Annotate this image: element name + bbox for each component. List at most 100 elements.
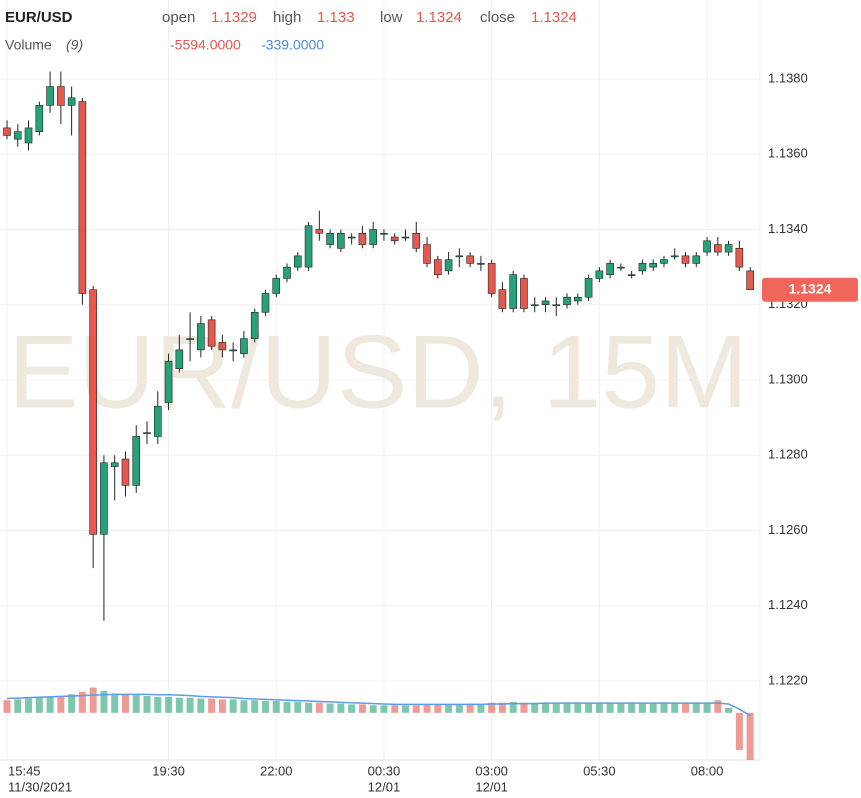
chart-title: EUR/USD: [5, 9, 73, 26]
volume-bar: [488, 702, 496, 713]
candle-body: [466, 255, 474, 264]
y-tick-label: 1.1340: [768, 221, 808, 236]
candle-body: [153, 406, 162, 437]
x-tick-label: 15:45: [8, 763, 41, 778]
price-tag: [762, 277, 858, 302]
candle-body: [423, 244, 431, 264]
volume-bar: [531, 702, 539, 713]
candle-body: [35, 105, 44, 132]
candle-body: [143, 432, 151, 434]
candle-body: [78, 101, 87, 294]
candle-body: [412, 232, 421, 249]
candle-body: [89, 289, 97, 535]
watermark: EUR/USD, 15M: [8, 314, 748, 430]
volume-bar: [326, 703, 334, 713]
volume-bar: [143, 696, 151, 713]
candle-body: [703, 240, 711, 253]
volume-bar: [68, 694, 76, 713]
volume-bar: [218, 699, 226, 713]
volume-bar: [692, 702, 700, 713]
volume-period: (9): [66, 37, 83, 53]
volume-bar: [445, 704, 453, 713]
candle-body: [207, 319, 216, 347]
candle-body: [24, 127, 33, 144]
low-value: 1.1324: [416, 9, 462, 26]
y-tick-label: 1.1260: [768, 522, 808, 537]
candle-body: [487, 263, 496, 294]
volume-bar: [240, 700, 248, 713]
candle-body: [530, 304, 539, 307]
volume-bar: [100, 690, 108, 713]
volume-bar: [520, 702, 528, 713]
volume-bar: [649, 702, 657, 713]
volume-bar: [251, 700, 259, 713]
candle-body: [272, 278, 281, 294]
volume-bar: [563, 703, 571, 713]
volume-bar: [552, 703, 560, 713]
volume-bar: [455, 704, 463, 713]
candle-body: [746, 270, 754, 291]
volume-bar: [369, 705, 377, 713]
volume-bar: [595, 702, 603, 713]
volume-bar: [305, 702, 313, 713]
volume-bar: [477, 703, 485, 713]
candle-body: [735, 248, 744, 268]
volume-bar: [671, 702, 679, 713]
open-label: open: [162, 9, 195, 26]
volume-bar: [283, 701, 291, 713]
candle-body: [261, 293, 270, 313]
candle-body: [498, 289, 507, 309]
volume-bar: [348, 704, 356, 713]
volume-bar: [89, 687, 97, 713]
volume-bar: [14, 699, 22, 713]
candle-body: [670, 255, 679, 258]
x-date-label: 12/01: [368, 779, 401, 794]
x-tick-label: 22:00: [260, 763, 293, 778]
x-tick-label: 00:30: [368, 763, 401, 778]
candle-body: [100, 462, 108, 535]
candle-body: [433, 259, 442, 275]
candle-body: [369, 229, 377, 245]
candle-body: [110, 462, 119, 467]
candle-body: [584, 278, 593, 298]
candle-body: [692, 255, 701, 264]
volume-bar: [574, 703, 582, 713]
candle-body: [627, 274, 636, 276]
volume-bar: [735, 712, 743, 750]
candle-body: [293, 255, 302, 268]
high-label: high: [273, 9, 301, 26]
candle-body: [326, 232, 334, 245]
x-tick-label: 05:30: [583, 763, 616, 778]
close-label: close: [480, 9, 515, 26]
candle-body: [218, 342, 227, 351]
volume-bar: [380, 705, 388, 713]
y-tick-label: 1.1220: [768, 672, 808, 687]
candle-body: [380, 232, 388, 235]
candle-body: [444, 259, 453, 272]
volume-bar: [714, 700, 722, 713]
candle-body: [520, 278, 528, 309]
candle-body: [46, 86, 54, 106]
candle-body: [175, 349, 184, 370]
volume-label: Volume: [5, 37, 52, 53]
candle-body: [595, 270, 604, 279]
candle-body: [67, 97, 76, 106]
volume-bar: [121, 694, 129, 713]
volume-bar: [175, 697, 183, 713]
candle-body: [347, 236, 356, 239]
volume-bar: [412, 705, 420, 713]
x-tick-label: 08:00: [691, 763, 724, 778]
candle-body: [250, 311, 259, 339]
marks-layer: [3, 71, 754, 760]
candle-body: [3, 127, 11, 136]
volume-bar: [423, 704, 431, 713]
volume-bar: [57, 696, 65, 713]
candle-body: [13, 131, 22, 140]
candle-body: [649, 263, 658, 268]
volume-bar: [111, 693, 119, 713]
y-tick-label: 1.1300: [768, 371, 808, 386]
candle-body: [509, 274, 517, 309]
volume-bar: [197, 698, 205, 713]
y-tick-label: 1.1280: [768, 447, 808, 462]
